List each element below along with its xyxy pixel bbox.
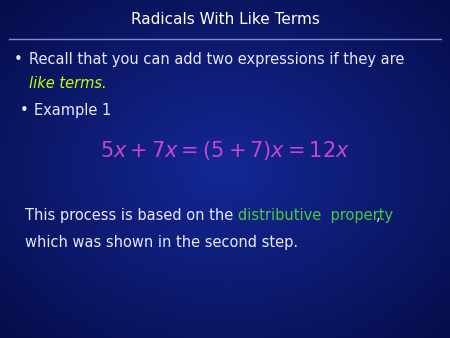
Text: Recall that you can add two expressions if they are: Recall that you can add two expressions …: [29, 52, 405, 67]
Text: distributive  property: distributive property: [238, 208, 394, 223]
Text: •: •: [14, 52, 22, 67]
Text: which was shown in the second step.: which was shown in the second step.: [25, 235, 298, 250]
Text: •: •: [20, 103, 29, 118]
Text: This process is based on the: This process is based on the: [25, 208, 238, 223]
Text: ,: ,: [376, 208, 380, 223]
Text: Radicals With Like Terms: Radicals With Like Terms: [130, 12, 320, 27]
Text: $5x + 7x = \left(5 + 7\right)x = 12x$: $5x + 7x = \left(5 + 7\right)x = 12x$: [100, 139, 350, 162]
Text: like terms.: like terms.: [29, 76, 107, 91]
Text: Example 1: Example 1: [34, 103, 111, 118]
